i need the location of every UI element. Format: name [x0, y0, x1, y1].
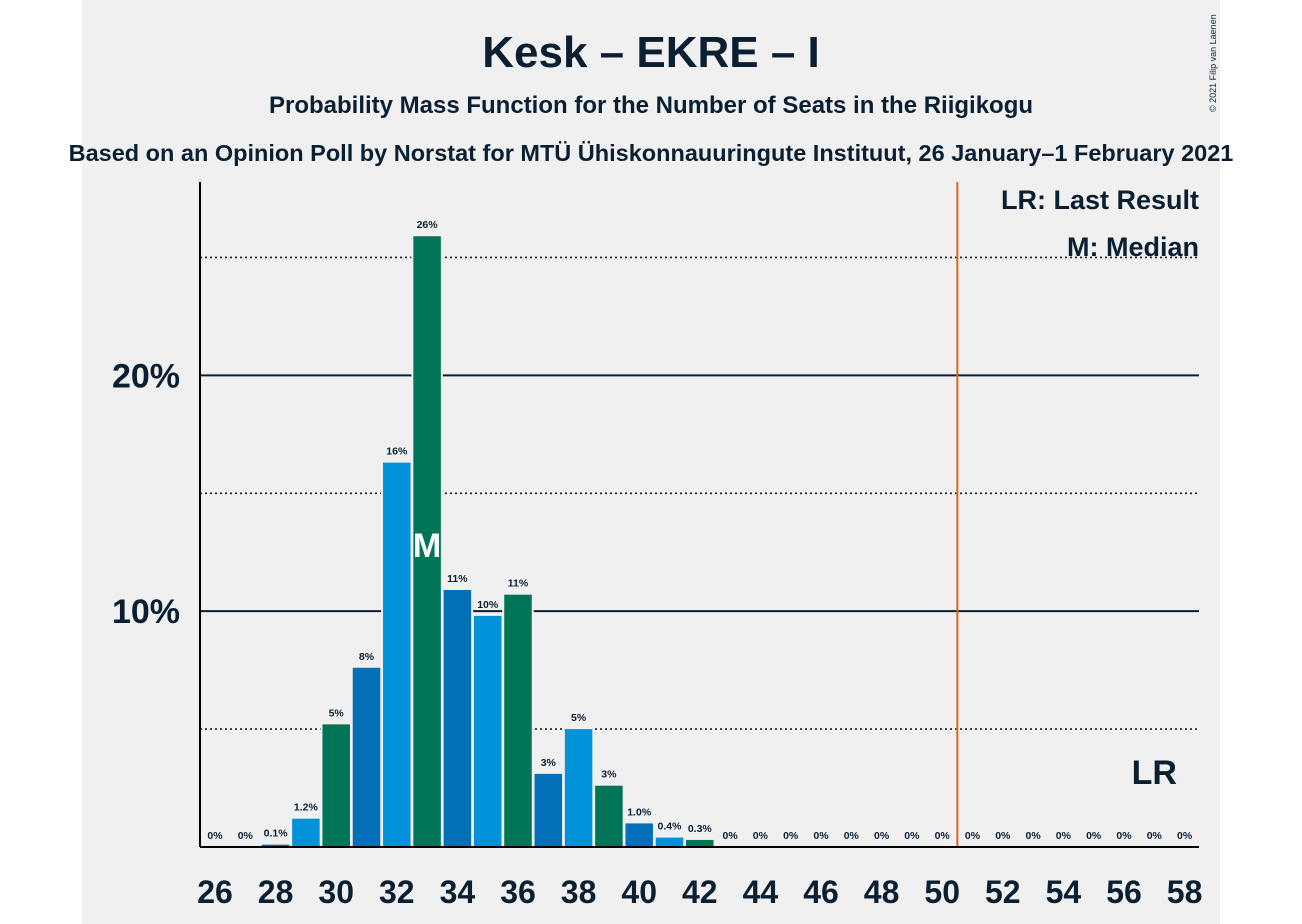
x-tick-label: 36 [500, 874, 536, 910]
bar-label-seat-42: 0.3% [688, 823, 713, 835]
chart-subtitle: Probability Mass Function for the Number… [269, 92, 1033, 119]
bar-seat-41 [655, 837, 684, 847]
bar-seat-33 [413, 236, 441, 847]
bar-label-seat-31: 8% [359, 651, 375, 663]
chart-title: Kesk – EKRE – I [482, 28, 820, 77]
bar-label-seat-58: 0% [1177, 830, 1193, 842]
bar-label-seat-29: 1.2% [294, 802, 319, 814]
bar-label-seat-35: 10% [477, 599, 499, 611]
bar-label-seat-47: 0% [844, 830, 860, 842]
bar-label-seat-54: 0% [1056, 830, 1072, 842]
bar-seat-37 [534, 773, 563, 847]
bar-label-seat-53: 0% [1026, 830, 1042, 842]
bar-label-seat-50: 0% [935, 830, 951, 842]
bar-seat-32 [383, 462, 411, 847]
bar-label-seat-46: 0% [813, 830, 829, 842]
bar-seat-39 [595, 785, 623, 847]
bar-label-seat-27: 0% [238, 830, 254, 842]
x-tick-label: 48 [864, 874, 900, 910]
x-tick-label: 26 [197, 874, 233, 910]
bar-label-seat-40: 1.0% [627, 806, 652, 818]
bar-label-seat-56: 0% [1116, 830, 1132, 842]
bar-seat-38 [564, 729, 593, 847]
copyright-text: © 2021 Filip van Laenen [1208, 14, 1218, 112]
legend-median: M: Median [1067, 232, 1199, 262]
bar-label-seat-48: 0% [874, 830, 890, 842]
chart-source: Based on an Opinion Poll by Norstat for … [69, 140, 1234, 166]
last-result-marker: LR [1132, 754, 1177, 792]
x-tick-label: 30 [318, 874, 354, 910]
x-tick-label: 32 [379, 874, 415, 910]
bar-seat-42 [686, 839, 714, 847]
y-tick-label: 10% [112, 593, 180, 631]
bar-label-seat-44: 0% [753, 830, 769, 842]
bar-seat-40 [625, 823, 653, 847]
median-marker: M [413, 527, 441, 565]
chart-panel [82, 0, 1220, 924]
bar-label-seat-39: 3% [601, 769, 617, 781]
bar-labels: 0% 0% 0.1% 1.2% 5% 8% 16% 26% 11% 10% 11% 3% 5% 3% 1.0… [207, 219, 1192, 842]
bar-label-seat-34: 11% [447, 573, 468, 585]
bar-label-seat-37: 3% [541, 757, 557, 769]
x-tick-label: 52 [985, 874, 1021, 910]
bars [259, 234, 716, 847]
bar-seat-28 [261, 844, 290, 847]
bar-label-seat-45: 0% [783, 830, 799, 842]
x-tick-label: 50 [924, 874, 960, 910]
bar-label-seat-32: 16% [386, 446, 408, 458]
x-tick-label: 40 [621, 874, 657, 910]
bar-seat-35 [473, 615, 502, 847]
bar-seat-36 [504, 594, 532, 847]
bar-seat-31 [352, 667, 381, 847]
bar-label-seat-52: 0% [995, 830, 1011, 842]
bar-seat-29 [292, 818, 320, 847]
legend-last-result: LR: Last Result [1001, 185, 1199, 215]
x-tick-label: 28 [258, 874, 294, 910]
bar-label-seat-36: 11% [508, 578, 529, 590]
bar-seat-34 [443, 589, 472, 847]
bar-label-seat-28: 0.1% [264, 828, 289, 840]
tick-labels: 26 28 30 32 34 36 38 40 42 44 46 48 50 52 54 56 58 10% 20% [112, 357, 1202, 910]
x-tick-label: 44 [743, 874, 779, 910]
x-tick-label: 54 [1046, 874, 1082, 910]
x-tick-label: 38 [561, 874, 597, 910]
y-tick-label: 20% [112, 357, 180, 395]
bar-label-seat-51: 0% [965, 830, 981, 842]
x-tick-label: 34 [440, 874, 476, 910]
bar-label-seat-33: 26% [417, 219, 439, 231]
x-tick-label: 58 [1167, 874, 1203, 910]
bar-label-seat-43: 0% [723, 830, 739, 842]
bar-label-seat-26: 0% [207, 830, 223, 842]
bar-label-seat-38: 5% [571, 712, 587, 724]
bar-seat-30 [322, 724, 350, 847]
bar-label-seat-55: 0% [1086, 830, 1102, 842]
bar-label-seat-41: 0.4% [658, 821, 683, 833]
x-tick-label: 56 [1106, 874, 1142, 910]
bar-label-seat-57: 0% [1147, 830, 1163, 842]
bar-label-seat-30: 5% [329, 707, 345, 719]
x-tick-label: 46 [803, 874, 839, 910]
x-tick-label: 42 [682, 874, 718, 910]
bar-label-seat-49: 0% [904, 830, 920, 842]
axes [199, 182, 1199, 848]
